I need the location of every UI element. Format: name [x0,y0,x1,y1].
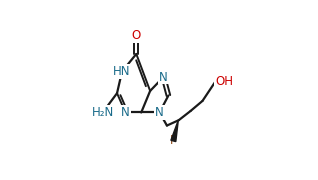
Text: H₂N: H₂N [92,106,114,119]
Text: F: F [170,134,177,147]
Text: N: N [159,71,168,84]
Text: N: N [155,106,164,119]
Text: HN: HN [113,65,131,78]
Text: N: N [121,106,130,119]
Text: O: O [132,29,141,42]
Text: OH: OH [215,75,233,88]
Polygon shape [171,120,178,142]
